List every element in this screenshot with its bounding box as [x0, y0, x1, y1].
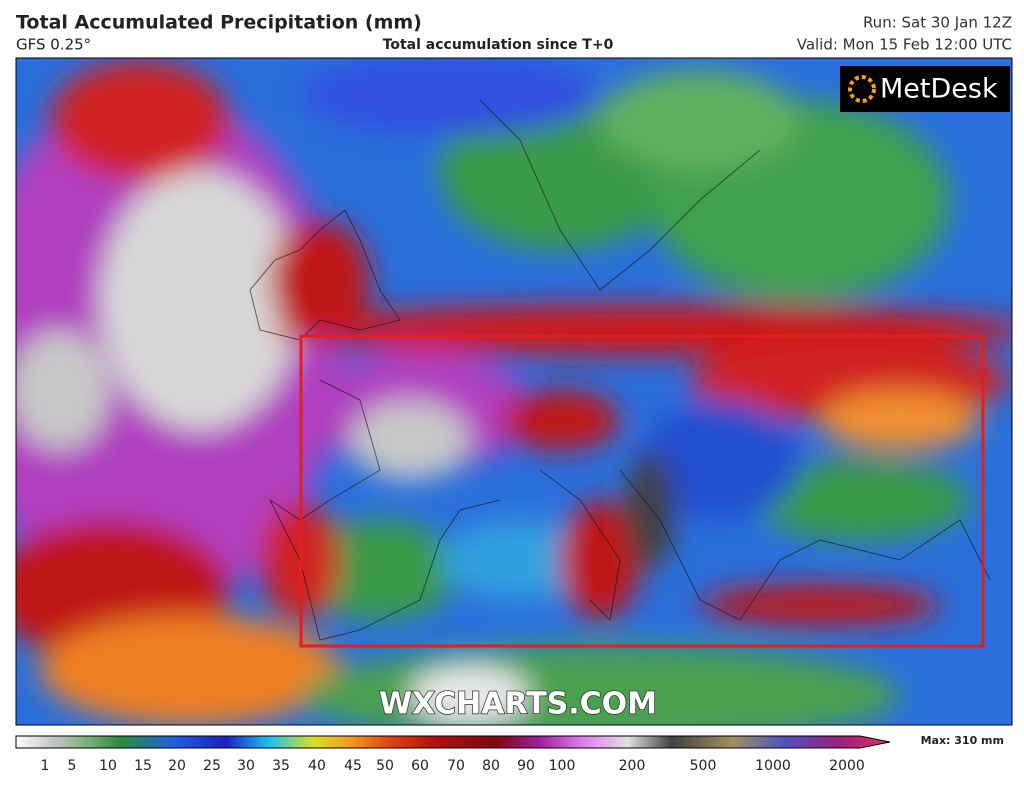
precip-area — [16, 330, 110, 450]
title: Total Accumulated Precipitation (mm) — [16, 12, 422, 34]
colorbar — [15, 735, 891, 749]
colorbar-tick-label: 70 — [447, 758, 465, 774]
colorbar-tick-label: 100 — [549, 758, 576, 774]
colorbar-tick-label: 10 — [99, 758, 117, 774]
precip-area — [700, 585, 940, 625]
colorbar-tick-label: 90 — [517, 758, 535, 774]
colorbar-tick-label: 1 — [41, 758, 50, 774]
highlight-box — [299, 334, 985, 648]
logo-box — [840, 66, 1010, 112]
precip-area — [500, 390, 620, 450]
precip-area — [440, 520, 600, 600]
coastline — [619, 469, 991, 621]
logo-icon — [848, 75, 876, 103]
coastline — [539, 469, 621, 622]
precip-area — [300, 58, 600, 135]
colorbar-ticks: 1 5 10 15 20 25 30 35 40 45 50 60 70 80 90 100 200 500 100… — [41, 758, 865, 774]
colorbar-max: Max: 310 mm — [921, 734, 1004, 747]
logo: MetDesk — [880, 74, 998, 105]
map-frame — [15, 57, 1013, 726]
colorbar-tick-label: 20 — [168, 758, 186, 774]
precip-area — [560, 500, 640, 620]
colorbar-tick-label: 80 — [482, 758, 500, 774]
precip-area — [820, 390, 980, 450]
colorbar-tick-label: 5 — [68, 758, 77, 774]
colorbar-tick-label: 2000 — [829, 758, 865, 774]
colorbar-tick-label: 25 — [203, 758, 221, 774]
precip-area — [600, 70, 800, 170]
subtitle: Total accumulation since T+0 — [383, 37, 614, 53]
map: MetDesk WXCHARTS.COM — [16, 58, 1012, 725]
colorbar-tick-label: 30 — [237, 758, 255, 774]
colorbar-tick-label: 200 — [619, 758, 646, 774]
precip-area — [625, 450, 675, 570]
watermark: WXCHARTS.COM — [379, 687, 657, 722]
colorbar-tick-label: 40 — [308, 758, 326, 774]
precip-area — [410, 665, 530, 725]
precip-area — [100, 170, 300, 430]
run: Run: Sat 30 Jan 12Z — [863, 14, 1012, 32]
precip-area — [350, 400, 470, 480]
precip-field — [16, 58, 1012, 725]
precip-area — [300, 520, 460, 620]
precip-area — [40, 615, 340, 725]
coastline — [479, 99, 761, 291]
valid: Valid: Mon 15 Feb 12:00 UTC — [797, 36, 1012, 54]
colorbar-tick-label: 50 — [376, 758, 394, 774]
colorbar-tick-label: 1000 — [755, 758, 791, 774]
colorbar-tick-label: 15 — [134, 758, 152, 774]
precip-area — [270, 220, 370, 340]
colorbar-tick-label: 35 — [272, 758, 290, 774]
colorbar-tick-label: 500 — [690, 758, 717, 774]
colorbar-tick-label: 45 — [344, 758, 362, 774]
precip-area — [50, 60, 230, 180]
model: GFS 0.25° — [16, 36, 91, 54]
colorbar-tick-label: 60 — [411, 758, 429, 774]
precip-area — [750, 460, 970, 540]
precip-area — [640, 400, 800, 520]
